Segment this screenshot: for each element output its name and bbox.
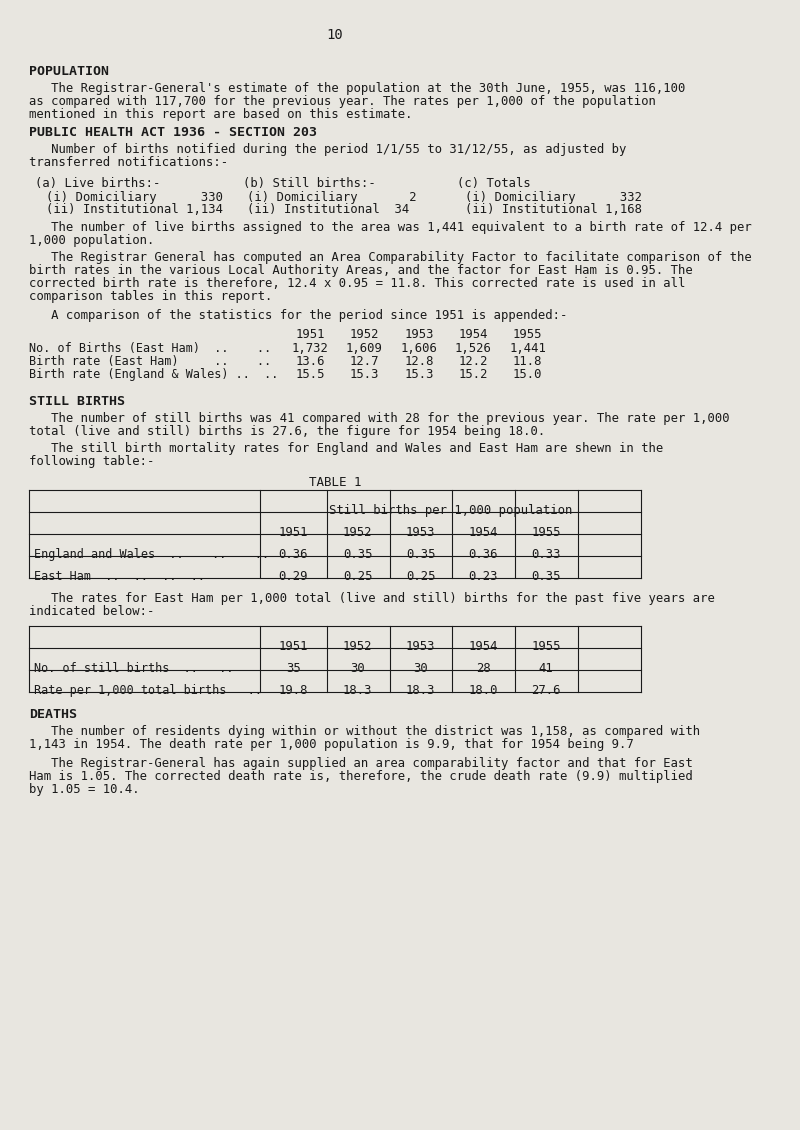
Text: The number of live births assigned to the area was 1,441 equivalent to a birth r: The number of live births assigned to th… bbox=[30, 221, 752, 234]
Text: 1,143 in 1954. The death rate per 1,000 population is 9.9, that for 1954 being 9: 1,143 in 1954. The death rate per 1,000 … bbox=[30, 738, 634, 751]
Text: indicated below:-: indicated below:- bbox=[30, 605, 154, 618]
Text: 41: 41 bbox=[538, 662, 554, 675]
Text: Birth rate (England & Wales) ..  ..: Birth rate (England & Wales) .. .. bbox=[30, 368, 278, 381]
Text: STILL BIRTHS: STILL BIRTHS bbox=[30, 396, 126, 408]
Text: mentioned in this report are based on this estimate.: mentioned in this report are based on th… bbox=[30, 108, 413, 121]
Text: birth rates in the various Local Authority Areas, and the factor for East Ham is: birth rates in the various Local Authori… bbox=[30, 264, 693, 277]
Text: 12.8: 12.8 bbox=[404, 355, 434, 368]
Text: 1955: 1955 bbox=[513, 328, 542, 341]
Text: 1,000 population.: 1,000 population. bbox=[30, 234, 154, 247]
Text: (ii) Institutional 1,134: (ii) Institutional 1,134 bbox=[46, 203, 223, 216]
Text: DEATHS: DEATHS bbox=[30, 709, 78, 721]
Text: 0.29: 0.29 bbox=[278, 570, 308, 583]
Text: 15.3: 15.3 bbox=[350, 368, 379, 381]
Text: 18.3: 18.3 bbox=[343, 684, 373, 697]
Text: Still births per 1,000 population: Still births per 1,000 population bbox=[329, 504, 572, 518]
Text: 35: 35 bbox=[286, 662, 301, 675]
Text: following table:-: following table:- bbox=[30, 455, 154, 468]
Text: The Registrar-General's estimate of the population at the 30th June, 1955, was 1: The Registrar-General's estimate of the … bbox=[30, 82, 686, 95]
Text: 15.3: 15.3 bbox=[404, 368, 434, 381]
Text: Rate per 1,000 total births   ..: Rate per 1,000 total births .. bbox=[34, 684, 262, 697]
Text: comparison tables in this report.: comparison tables in this report. bbox=[30, 290, 273, 303]
Text: 0.25: 0.25 bbox=[343, 570, 373, 583]
Text: 1952: 1952 bbox=[343, 640, 373, 653]
Text: A comparison of the statistics for the period since 1951 is appended:-: A comparison of the statistics for the p… bbox=[30, 308, 568, 322]
Text: (ii) Institutional 1,168: (ii) Institutional 1,168 bbox=[465, 203, 642, 216]
Text: 0.36: 0.36 bbox=[278, 548, 308, 560]
Text: 15.0: 15.0 bbox=[513, 368, 542, 381]
Text: (c) Totals: (c) Totals bbox=[457, 177, 530, 190]
Text: Ham is 1.05. The corrected death rate is, therefore, the crude death rate (9.9) : Ham is 1.05. The corrected death rate is… bbox=[30, 770, 693, 783]
Text: 1,609: 1,609 bbox=[346, 342, 383, 355]
Text: 12.7: 12.7 bbox=[350, 355, 379, 368]
Text: (ii) Institutional  34: (ii) Institutional 34 bbox=[247, 203, 410, 216]
Text: (i) Domiciliary       2: (i) Domiciliary 2 bbox=[247, 191, 417, 205]
Text: TABLE 1: TABLE 1 bbox=[309, 476, 362, 489]
Text: 1952: 1952 bbox=[350, 328, 379, 341]
Text: (i) Domiciliary      330: (i) Domiciliary 330 bbox=[46, 191, 223, 205]
Text: by 1.05 = 10.4.: by 1.05 = 10.4. bbox=[30, 783, 140, 796]
Text: 1,441: 1,441 bbox=[510, 342, 546, 355]
Text: 28: 28 bbox=[476, 662, 490, 675]
Text: 1951: 1951 bbox=[295, 328, 325, 341]
Text: 1,606: 1,606 bbox=[400, 342, 438, 355]
Text: The still birth mortality rates for England and Wales and East Ham are shewn in : The still birth mortality rates for Engl… bbox=[30, 442, 663, 455]
Text: 0.23: 0.23 bbox=[469, 570, 498, 583]
Text: 0.35: 0.35 bbox=[343, 548, 373, 560]
Text: The Registrar General has computed an Area Comparability Factor to facilitate co: The Registrar General has computed an Ar… bbox=[30, 251, 752, 264]
Text: 1954: 1954 bbox=[458, 328, 488, 341]
Text: 1951: 1951 bbox=[278, 525, 308, 539]
Text: transferred notifications:-: transferred notifications:- bbox=[30, 156, 229, 170]
Text: (i) Domiciliary      332: (i) Domiciliary 332 bbox=[465, 191, 642, 205]
Text: The number of residents dying within or without the district was 1,158, as compa: The number of residents dying within or … bbox=[30, 725, 701, 738]
Text: 10: 10 bbox=[326, 28, 343, 42]
Text: 0.25: 0.25 bbox=[406, 570, 435, 583]
Text: 0.35: 0.35 bbox=[531, 570, 561, 583]
Text: POPULATION: POPULATION bbox=[30, 66, 110, 78]
Text: as compared with 117,700 for the previous year. The rates per 1,000 of the popul: as compared with 117,700 for the previou… bbox=[30, 95, 656, 108]
Text: 1955: 1955 bbox=[531, 525, 561, 539]
Text: 1954: 1954 bbox=[469, 640, 498, 653]
Text: 19.8: 19.8 bbox=[278, 684, 308, 697]
Text: 18.3: 18.3 bbox=[406, 684, 435, 697]
Text: 0.36: 0.36 bbox=[469, 548, 498, 560]
Text: East Ham  ..  ..  ..  ..: East Ham .. .. .. .. bbox=[34, 570, 205, 583]
Text: 1952: 1952 bbox=[343, 525, 373, 539]
Text: 12.2: 12.2 bbox=[458, 355, 488, 368]
Text: 1953: 1953 bbox=[404, 328, 434, 341]
Text: 1954: 1954 bbox=[469, 525, 498, 539]
Text: total (live and still) births is 27.6, the figure for 1954 being 18.0.: total (live and still) births is 27.6, t… bbox=[30, 425, 546, 438]
Text: The rates for East Ham per 1,000 total (live and still) births for the past five: The rates for East Ham per 1,000 total (… bbox=[30, 592, 715, 605]
Text: 1951: 1951 bbox=[278, 640, 308, 653]
Text: 0.33: 0.33 bbox=[531, 548, 561, 560]
Text: 27.6: 27.6 bbox=[531, 684, 561, 697]
Text: 0.35: 0.35 bbox=[406, 548, 435, 560]
Text: 1,526: 1,526 bbox=[455, 342, 492, 355]
Text: Number of births notified during the period 1/1/55 to 31/12/55, as adjusted by: Number of births notified during the per… bbox=[30, 144, 626, 156]
Text: (b) Still births:-: (b) Still births:- bbox=[243, 177, 376, 190]
Text: PUBLIC HEALTH ACT 1936 - SECTION 203: PUBLIC HEALTH ACT 1936 - SECTION 203 bbox=[30, 127, 318, 139]
Text: (a) Live births:-: (a) Live births:- bbox=[35, 177, 161, 190]
Text: The number of still births was 41 compared with 28 for the previous year. The ra: The number of still births was 41 compar… bbox=[30, 412, 730, 425]
Text: 18.0: 18.0 bbox=[469, 684, 498, 697]
Text: No. of Births (East Ham)  ..    ..: No. of Births (East Ham) .. .. bbox=[30, 342, 271, 355]
Text: 1955: 1955 bbox=[531, 640, 561, 653]
Text: The Registrar-General has again supplied an area comparability factor and that f: The Registrar-General has again supplied… bbox=[30, 757, 693, 770]
Text: corrected birth rate is therefore, 12.4 x 0.95 = 11.8. This corrected rate is us: corrected birth rate is therefore, 12.4 … bbox=[30, 277, 686, 290]
Text: 11.8: 11.8 bbox=[513, 355, 542, 368]
Text: 30: 30 bbox=[413, 662, 428, 675]
Text: 1953: 1953 bbox=[406, 525, 435, 539]
Text: 15.5: 15.5 bbox=[295, 368, 325, 381]
Text: England and Wales  ..    ..    ..: England and Wales .. .. .. bbox=[34, 548, 269, 560]
Text: Birth rate (East Ham)     ..    ..: Birth rate (East Ham) .. .. bbox=[30, 355, 271, 368]
Text: 30: 30 bbox=[350, 662, 365, 675]
Text: No. of still births  ..   ..: No. of still births .. .. bbox=[34, 662, 233, 675]
Text: 1,732: 1,732 bbox=[291, 342, 328, 355]
Text: 13.6: 13.6 bbox=[295, 355, 325, 368]
Text: 15.2: 15.2 bbox=[458, 368, 488, 381]
Text: 1953: 1953 bbox=[406, 640, 435, 653]
